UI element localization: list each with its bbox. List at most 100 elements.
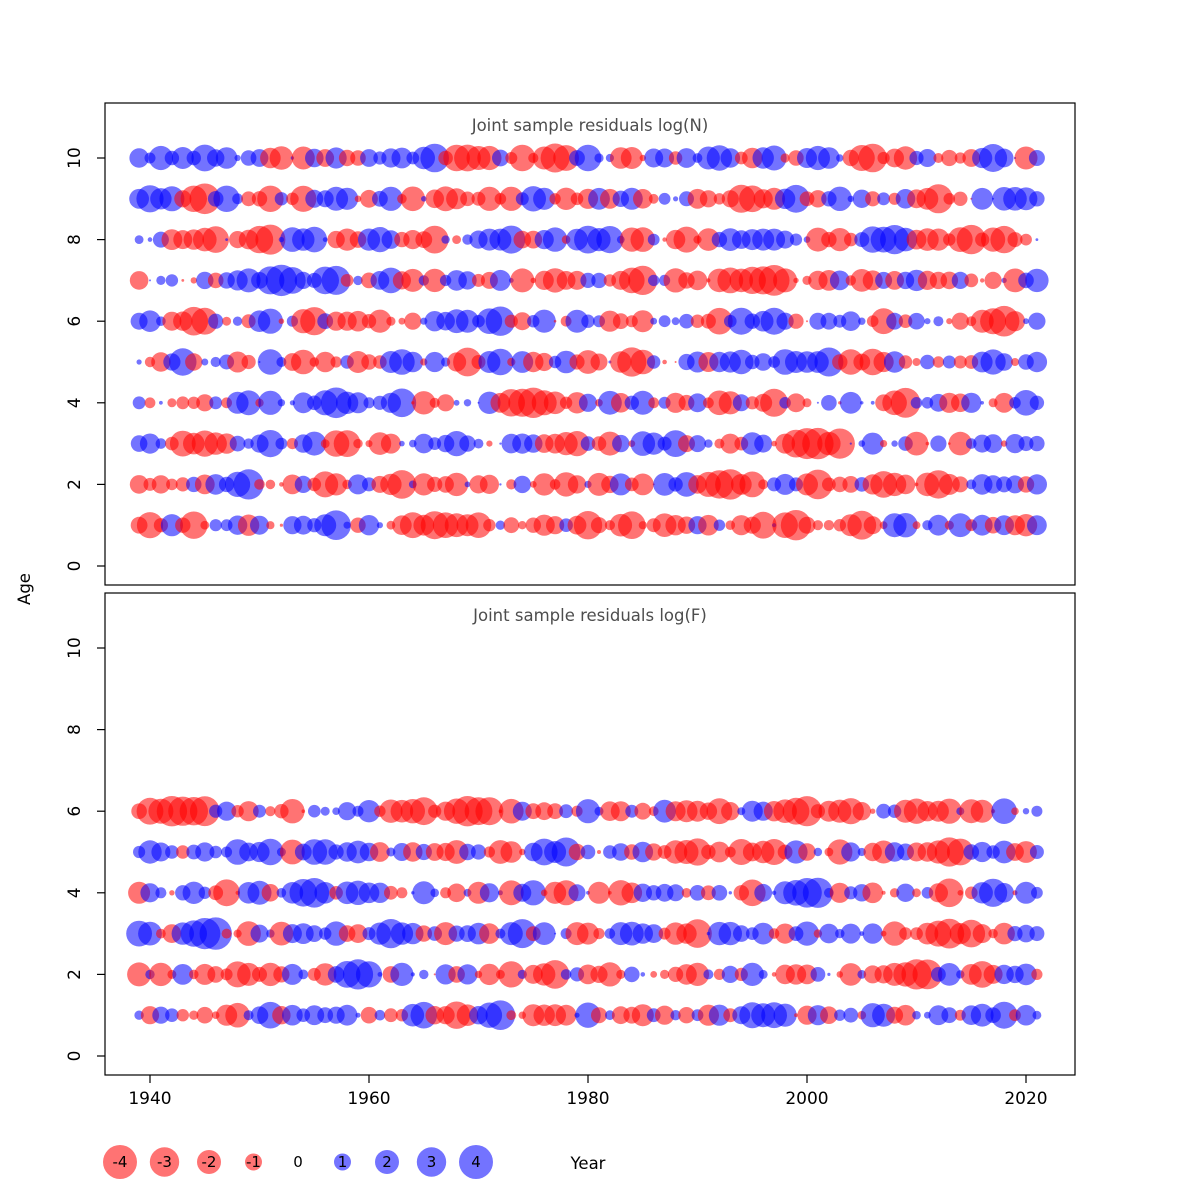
- residual-bubble: [729, 349, 754, 375]
- residual-bubble: [222, 316, 232, 326]
- residual-bubble: [402, 351, 424, 373]
- residual-bubble: [793, 277, 799, 284]
- residual-bubble: [321, 510, 351, 540]
- residual-bubble: [704, 439, 713, 448]
- residual-bubble: [266, 521, 275, 530]
- residual-bubble: [229, 435, 246, 452]
- residual-bubble: [518, 521, 527, 530]
- residual-bubble: [842, 476, 860, 493]
- residual-bubble: [506, 1010, 517, 1021]
- residual-bubble: [590, 517, 608, 534]
- y-axis-ticks-logN: 0 2 4 6 8 10: [65, 147, 105, 571]
- residual-bubble: [647, 355, 661, 369]
- residual-bubble: [255, 224, 286, 255]
- residual-bubble: [794, 1013, 798, 1018]
- residual-bubble: [236, 390, 261, 416]
- residual-bubble: [633, 883, 652, 902]
- residual-bubble: [444, 472, 469, 497]
- residual-bubble: [136, 512, 164, 539]
- residual-bubble: [593, 928, 605, 940]
- legend-value-label: 0: [293, 1153, 303, 1171]
- residual-bubble: [390, 962, 414, 987]
- residual-bubble: [369, 882, 391, 903]
- residual-bubble: [647, 233, 660, 246]
- residual-bubble: [213, 879, 241, 907]
- residual-bubble: [829, 270, 850, 291]
- residual-bubble: [441, 235, 450, 244]
- residual-bubble: [942, 355, 956, 369]
- residual-bubble: [520, 880, 546, 906]
- residual-bubble: [321, 265, 351, 295]
- residual-bubble: [500, 841, 523, 863]
- residual-bubble: [378, 186, 403, 211]
- y-tick-label: 8: [65, 724, 85, 735]
- residual-bubble: [294, 271, 312, 289]
- residual-bubble: [279, 523, 283, 527]
- residual-bubble: [798, 843, 816, 861]
- y-tick-label: 6: [65, 806, 85, 817]
- x-tick-label: 2020: [1004, 1089, 1047, 1109]
- residual-bubble: [412, 881, 436, 905]
- residual-bubble: [129, 148, 149, 168]
- residual-bubble: [972, 924, 992, 944]
- residual-bubble: [912, 888, 921, 898]
- residual-bubble: [384, 885, 398, 900]
- residual-bubble: [498, 961, 525, 988]
- residual-bubble: [136, 359, 142, 365]
- residual-bubble: [924, 318, 931, 325]
- legend-bubble: [375, 1150, 399, 1174]
- residual-bubble: [829, 882, 850, 903]
- residual-bubble: [241, 354, 256, 370]
- residual-bubble: [401, 268, 425, 292]
- residual-bubble: [532, 309, 556, 333]
- residual-bubble: [370, 842, 390, 862]
- residual-bubble: [858, 143, 887, 173]
- residual-bubble: [980, 401, 984, 405]
- residual-bubble: [816, 401, 819, 404]
- residual-bubble: [165, 1008, 179, 1022]
- residual-bubble: [819, 923, 839, 944]
- residual-bubble: [237, 962, 261, 986]
- residual-bubble: [149, 279, 151, 282]
- residual-bubble: [387, 388, 417, 418]
- y-tick-label: 0: [65, 1051, 85, 1062]
- residual-bubble: [827, 972, 831, 977]
- residual-bubble: [880, 440, 888, 448]
- residual-bubble: [213, 185, 240, 212]
- residual-bubble: [257, 349, 284, 375]
- residual-bubble: [485, 1000, 516, 1030]
- residual-bubble: [191, 307, 219, 335]
- residual-bubble: [357, 800, 381, 823]
- residual-bubble: [912, 358, 921, 366]
- residual-bubble: [198, 886, 211, 899]
- residual-bubble: [791, 796, 823, 827]
- residual-bubble: [789, 233, 803, 246]
- residual-bubble: [612, 313, 629, 330]
- residual-bubble: [189, 183, 221, 215]
- residual-bubble: [353, 275, 363, 286]
- legend-bubble: [197, 1150, 221, 1174]
- residual-bubble: [993, 922, 1015, 945]
- residual-bubble: [597, 850, 601, 854]
- residual-bubble: [530, 277, 537, 284]
- residual-bubble: [560, 969, 572, 980]
- residual-bubble: [740, 962, 764, 987]
- residual-bubble: [773, 268, 798, 293]
- residual-bubble: [927, 228, 950, 251]
- residual-bubble: [1028, 312, 1046, 330]
- residual-bubble: [642, 432, 665, 455]
- residual-bubble: [662, 359, 667, 365]
- residual-bubble: [844, 232, 858, 247]
- x-tick-label: 1940: [128, 1089, 171, 1109]
- residual-bubble: [294, 475, 312, 493]
- residual-bubble: [278, 318, 285, 325]
- residual-bubble: [673, 226, 700, 253]
- residual-bubble: [912, 521, 921, 530]
- residual-bubble: [786, 393, 806, 413]
- residual-bubble: [409, 797, 438, 826]
- residual-bubble: [1015, 963, 1037, 986]
- residual-bubble: [928, 514, 949, 536]
- residual-bubble: [749, 511, 777, 539]
- legend-bubble: [416, 1147, 447, 1177]
- residual-bubble: [277, 399, 286, 407]
